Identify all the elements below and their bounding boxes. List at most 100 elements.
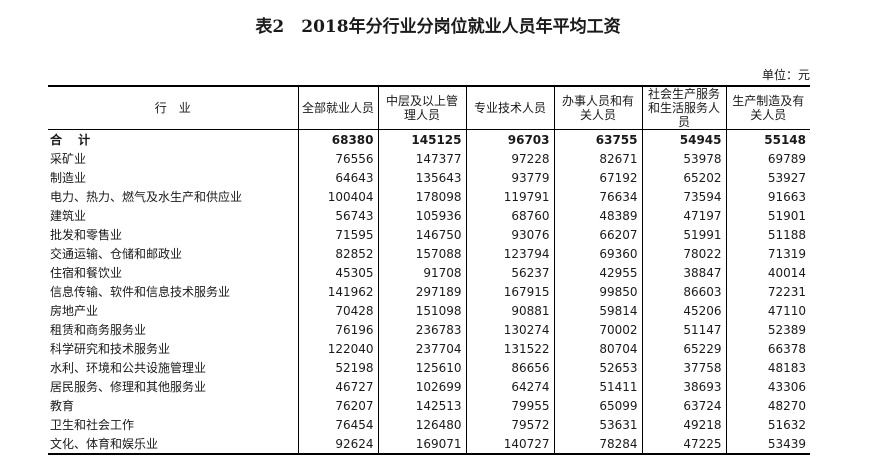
industry-name-cell: 批发和零售业	[50, 228, 123, 242]
wage-value-cell: 130274	[465, 320, 554, 339]
wage-value-cell: 157088	[377, 244, 466, 263]
industry-name-cell: 教育	[50, 399, 75, 413]
industry-name-cell: 住宿和餐饮业	[50, 266, 123, 280]
table-row: 文化、体育和娱乐业 92624 169071 140727 78284 47225 5343…	[48, 434, 810, 454]
wage-value-cell: 135643	[377, 168, 466, 187]
industry-name-cell: 居民服务、修理和其他服务业	[50, 380, 207, 394]
wage-value-cell: 86656	[465, 358, 554, 377]
wage-value-cell: 66378	[725, 339, 810, 358]
industry-name-cell: 电力、热力、燃气及水生产和供应业	[50, 190, 243, 204]
table-row: 批发和零售业 71595 146750 93076 66207 51991 51188	[48, 225, 810, 244]
wage-value-cell: 51901	[725, 206, 810, 225]
industry-name-cell: 信息传输、软件和信息技术服务业	[50, 285, 231, 299]
wage-value-cell: 51188	[725, 225, 810, 244]
industry-name-cell: 卫生和社会工作	[50, 418, 135, 432]
wage-value-cell: 48389	[553, 206, 642, 225]
wage-value-cell: 68380	[297, 129, 378, 149]
wage-value-cell: 52653	[553, 358, 642, 377]
table-row: 水利、环境和公共设施管理业 52198 125610 86656 52653 37758 4…	[48, 358, 810, 377]
wage-value-cell: 53631	[553, 415, 642, 434]
column-header-all-employed: 全部就业人员	[297, 86, 378, 130]
wage-value-cell: 69789	[725, 149, 810, 168]
wage-value-cell: 65099	[553, 396, 642, 415]
wage-value-cell: 126480	[377, 415, 466, 434]
wage-value-cell: 147377	[377, 149, 466, 168]
industry-name-cell: 制造业	[50, 171, 87, 185]
wage-value-cell: 65202	[641, 168, 726, 187]
column-header-professionals: 专业技术人员	[465, 86, 554, 130]
wage-value-cell: 93076	[465, 225, 554, 244]
wage-value-cell: 69360	[553, 244, 642, 263]
header-row: 行 业 全部就业人员 中层及以上管理人员 专业技术人员 办事人员和有关人员 社会…	[48, 86, 810, 130]
wage-value-cell: 54945	[641, 129, 726, 149]
wage-value-cell: 46727	[297, 377, 378, 396]
wage-value-cell: 47197	[641, 206, 726, 225]
table-row: 采矿业 76556 147377 97228 82671 53978 69789	[48, 149, 810, 168]
table-row: 租赁和商务服务业 76196 236783 130274 70002 51147 52389	[48, 320, 810, 339]
wage-value-cell: 53978	[641, 149, 726, 168]
wage-value-cell: 102699	[377, 377, 466, 396]
table-title: 表2 2018年分行业分岗位就业人员年平均工资	[255, 17, 621, 37]
column-header-clerical: 办事人员和有关人员	[553, 86, 642, 130]
wage-value-cell: 100404	[297, 187, 378, 206]
wage-value-cell: 52198	[297, 358, 378, 377]
table-body: 合 计 68380 145125 96703 63755 54945 55148 采矿业 765…	[48, 129, 810, 454]
wage-value-cell: 76207	[297, 396, 378, 415]
wage-value-cell: 55148	[725, 129, 810, 149]
wage-value-cell: 297189	[377, 282, 466, 301]
wage-value-cell: 86603	[641, 282, 726, 301]
wage-value-cell: 78284	[553, 434, 642, 454]
wage-value-cell: 79572	[465, 415, 554, 434]
table-row: 科学研究和技术服务业 122040 237704 131522 80704 65229 66…	[48, 339, 810, 358]
table-row: 制造业 64643 135643 93779 67192 65202 53927	[48, 168, 810, 187]
wage-value-cell: 178098	[377, 187, 466, 206]
wage-value-cell: 45206	[641, 301, 726, 320]
wage-value-cell: 52389	[725, 320, 810, 339]
wage-value-cell: 43306	[725, 377, 810, 396]
wage-value-cell: 63755	[553, 129, 642, 149]
industry-name-cell: 租赁和商务服务业	[50, 323, 147, 337]
wage-value-cell: 236783	[377, 320, 466, 339]
wage-value-cell: 73594	[641, 187, 726, 206]
wage-value-cell: 146750	[377, 225, 466, 244]
wage-value-cell: 122040	[297, 339, 378, 358]
wage-value-cell: 48183	[725, 358, 810, 377]
wage-value-cell: 119791	[465, 187, 554, 206]
wage-value-cell: 76196	[297, 320, 378, 339]
wage-value-cell: 51411	[553, 377, 642, 396]
wage-value-cell: 80704	[553, 339, 642, 358]
table-row: 交通运输、仓储和邮政业 82852 157088 123794 69360 78022 71…	[48, 244, 810, 263]
wage-value-cell: 96703	[465, 129, 554, 149]
wage-value-cell: 38693	[641, 377, 726, 396]
wage-value-cell: 93779	[465, 168, 554, 187]
total-row: 合 计 68380 145125 96703 63755 54945 55148	[48, 129, 810, 149]
wage-value-cell: 78022	[641, 244, 726, 263]
wage-value-cell: 71319	[725, 244, 810, 263]
industry-name-cell: 文化、体育和娱乐业	[50, 437, 159, 451]
wage-value-cell: 59814	[553, 301, 642, 320]
wage-value-cell: 67192	[553, 168, 642, 187]
column-header-managers: 中层及以上管理人员	[377, 86, 466, 130]
wage-value-cell: 63724	[641, 396, 726, 415]
industry-name-cell: 建筑业	[50, 209, 87, 223]
wage-value-cell: 145125	[377, 129, 466, 149]
wage-value-cell: 105936	[377, 206, 466, 225]
wage-value-cell: 99850	[553, 282, 642, 301]
industry-name-cell: 采矿业	[50, 152, 87, 166]
wage-value-cell: 82852	[297, 244, 378, 263]
table-row: 信息传输、软件和信息技术服务业 141962 297189 167915 99850 86…	[48, 282, 810, 301]
unit-label: 单位：元	[761, 68, 810, 82]
wage-value-cell: 90881	[465, 301, 554, 320]
wage-value-cell: 97228	[465, 149, 554, 168]
table-row: 教育 76207 142513 79955 65099 63724 48270	[48, 396, 810, 415]
wage-value-cell: 70002	[553, 320, 642, 339]
wage-value-cell: 237704	[377, 339, 466, 358]
wage-value-cell: 45305	[297, 263, 378, 282]
wage-value-cell: 48270	[725, 396, 810, 415]
wage-value-cell: 42955	[553, 263, 642, 282]
wage-value-cell: 91708	[377, 263, 466, 282]
column-header-production: 生产制造及有关人员	[725, 86, 810, 130]
industry-name-cell: 交通运输、仓储和邮政业	[50, 247, 183, 261]
wage-value-cell: 72231	[725, 282, 810, 301]
column-header-service: 社会生产服务和生活服务人员	[641, 86, 726, 130]
